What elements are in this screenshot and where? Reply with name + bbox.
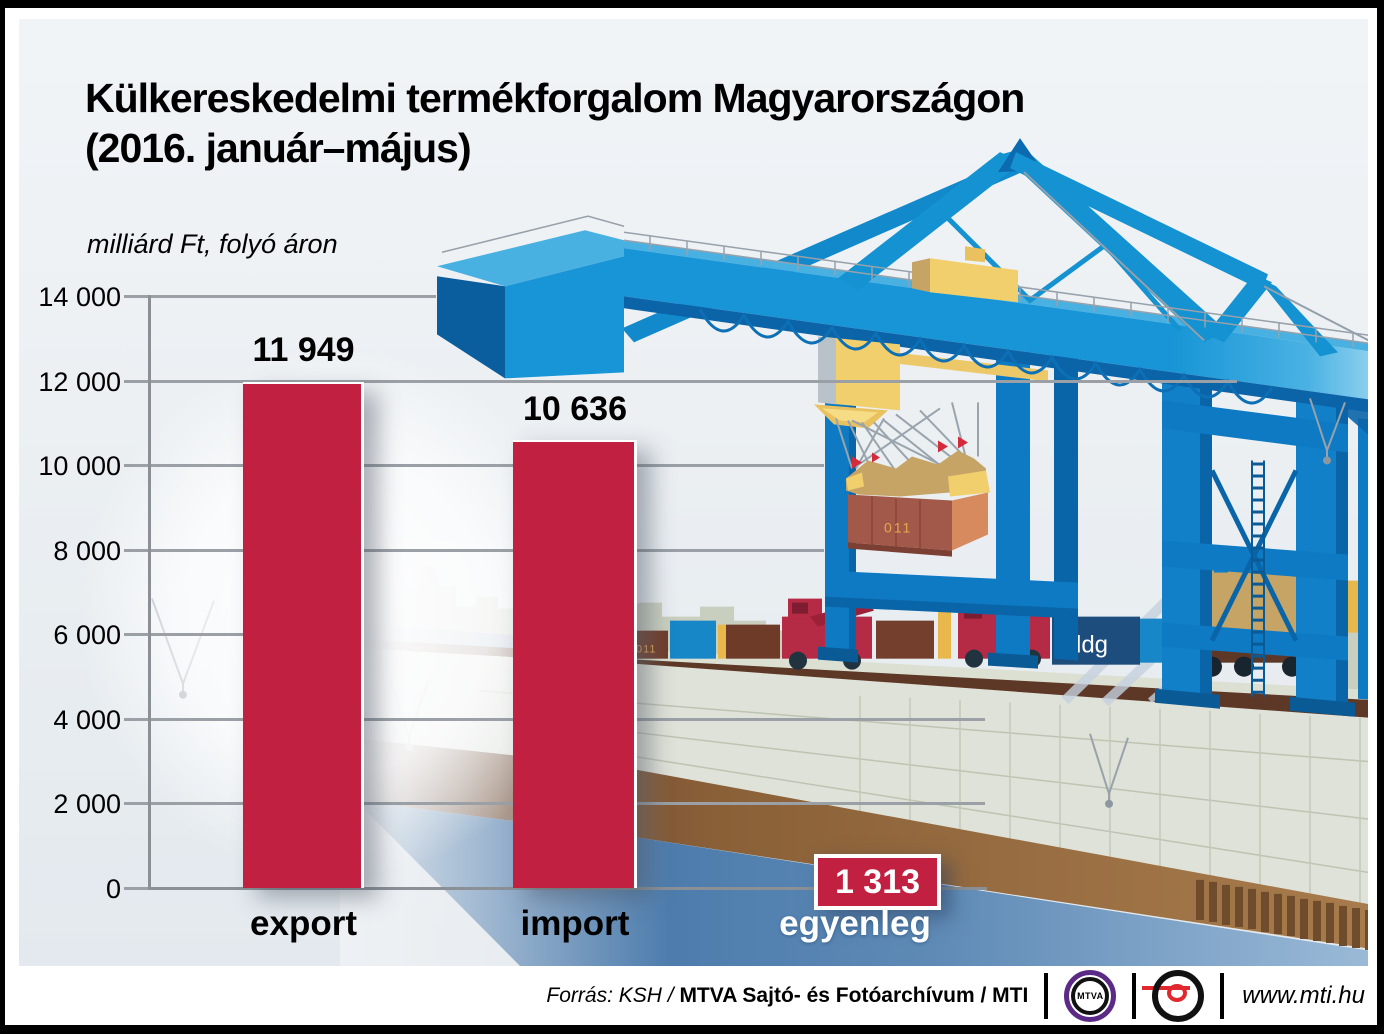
ytick-mark [124, 380, 150, 383]
frame-left [0, 0, 5, 1034]
frame-right [1377, 0, 1384, 1034]
website-link[interactable]: www.mti.hu [1242, 981, 1365, 1009]
category-label-import: import [520, 904, 630, 943]
hazard-flags [852, 436, 968, 469]
mtva-logo-text: MTVA [1071, 976, 1110, 1015]
footer-separator [1220, 972, 1225, 1019]
mti-logo-loop [1167, 983, 1188, 1002]
value-label-export: 11 949 [252, 331, 355, 369]
category-label-export: export [250, 904, 357, 943]
frame-bottom [0, 1025, 1384, 1034]
timber-piles [1196, 879, 1368, 950]
unit-label: milliárd Ft, folyó áron [87, 229, 338, 259]
frame-top [0, 0, 1384, 8]
ytick-mark [124, 633, 150, 636]
y-axis-line [148, 295, 151, 890]
source-main: MTVA Sajtó- és Fotóarchívum / MTI [679, 983, 1029, 1007]
value-label-import: 10 636 [523, 390, 627, 428]
ytick-label: 2 000 [53, 789, 121, 819]
balance-value-box: 1 313 [814, 854, 941, 910]
ytick-mark [124, 718, 150, 721]
ytick-label: 12 000 [38, 367, 121, 397]
ytick-label: 10 000 [38, 451, 121, 481]
gridline-0-baseline [148, 887, 987, 890]
chart-scene: 011 ldg [19, 19, 1368, 966]
footer-separator [1044, 972, 1049, 1019]
footer-bar: Forrás: KSH / MTVA Sajtó- és Fotóarchívu… [5, 966, 1377, 1025]
ytick-mark [124, 295, 150, 298]
crane-trolley [814, 246, 1048, 429]
hoist-cables [835, 402, 979, 476]
mtva-logo-icon: MTVA [1064, 969, 1117, 1022]
gridline-14000 [148, 295, 436, 298]
crane-ladder [1251, 460, 1265, 697]
source-prefix: Forrás: KSH / [546, 983, 680, 1007]
hanging-container: 011 [848, 492, 988, 557]
crane-right-portal [1155, 374, 1368, 717]
container-spreader [846, 436, 990, 497]
footer-separator [1132, 972, 1137, 1019]
gridline-10000 [148, 464, 824, 467]
chart-title: Külkereskedelmi termékforgalom Magyarors… [85, 73, 1025, 173]
hanging-container-text: 011 [884, 520, 912, 536]
crane-middle-portal [818, 326, 1078, 669]
balance-value: 1 313 [834, 862, 921, 901]
chart-title-line1: Külkereskedelmi termékforgalom Magyarors… [85, 75, 1025, 121]
ytick-mark [124, 549, 150, 552]
dock-container-text: ldg [1076, 632, 1108, 659]
ytick-label: 6 000 [53, 620, 121, 650]
bar-import [513, 440, 637, 888]
chart-title-line2: (2016. január–május) [85, 125, 472, 172]
category-label-egyenleg: egyenleg [779, 904, 931, 943]
source-credit: Forrás: KSH / MTVA Sajtó- és Fotóarchívu… [546, 984, 1028, 1008]
mti-logo-ring [1152, 969, 1205, 1022]
gridline-8000 [148, 549, 824, 552]
ytick-label: 4 000 [53, 705, 121, 735]
ytick-mark [124, 887, 150, 890]
ytick-label: 0 [105, 874, 121, 904]
bar-export [243, 382, 364, 888]
ytick-mark [124, 802, 150, 805]
mti-logo-icon [1142, 969, 1205, 1022]
gridline-12000 [148, 380, 1237, 383]
quay-wall-joints-vertical [859, 695, 1361, 907]
ytick-mark [124, 464, 150, 467]
ytick-label: 8 000 [53, 536, 121, 566]
ytick-label: 14 000 [38, 282, 121, 312]
